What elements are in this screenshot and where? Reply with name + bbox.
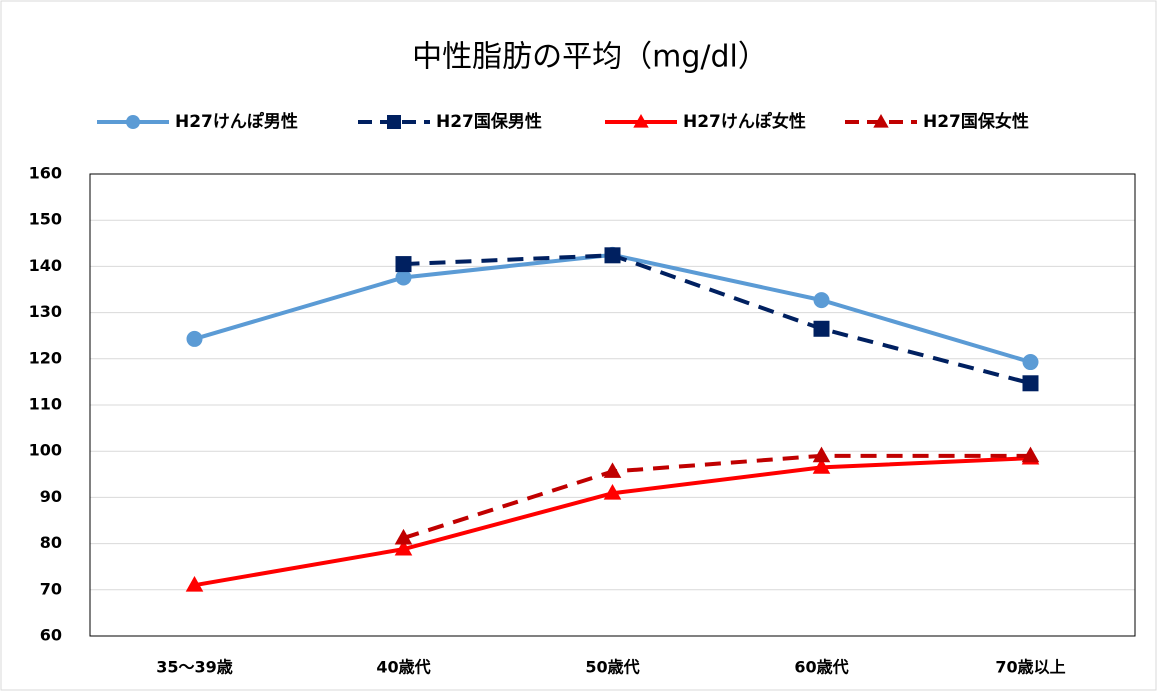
y-tick-label: 80 [40, 533, 62, 552]
legend-label: H27国保男性 [436, 111, 542, 132]
point [813, 292, 830, 309]
legend-marker [633, 113, 649, 128]
point [604, 247, 621, 264]
point [603, 484, 622, 500]
point [1022, 375, 1039, 392]
y-tick-label: 130 [29, 302, 62, 321]
point [185, 575, 204, 592]
series-line [403, 253, 1032, 386]
x-tick-label: 60歳代 [794, 658, 848, 677]
x-tick-label: 35〜39歳 [156, 658, 233, 677]
point [812, 446, 831, 463]
x-tick-label: 40歳代 [376, 658, 430, 677]
point [395, 256, 412, 273]
point [813, 320, 830, 337]
y-tick-label: 100 [29, 441, 62, 460]
point [394, 528, 413, 545]
point [395, 269, 412, 286]
y-tick-label: 110 [29, 395, 62, 414]
legend-label: H27国保女性 [923, 111, 1029, 132]
legend-label: H27けんぽ男性 [175, 111, 298, 132]
y-tick-label: 90 [40, 487, 62, 506]
legend-marker [387, 115, 401, 129]
point [812, 458, 831, 474]
plot-border [89, 173, 1136, 637]
y-tick-label: 160 [29, 164, 62, 183]
point [186, 330, 203, 347]
point [394, 539, 413, 556]
x-tick-label: 50歳代 [585, 658, 639, 677]
y-tick-label: 70 [40, 579, 62, 598]
point [603, 462, 622, 478]
legend-marker [873, 113, 889, 128]
y-tick-label: 150 [29, 210, 62, 229]
y-tick-label: 140 [29, 256, 62, 275]
y-tick-label: 120 [29, 348, 62, 367]
series-line [402, 453, 1031, 540]
y-tick-label: 60 [40, 626, 62, 645]
chart-title: 中性脂肪の平均（mg/dl） [412, 40, 768, 75]
x-tick-label: 70歳以上 [995, 658, 1065, 677]
point [1022, 354, 1039, 371]
point [1021, 446, 1040, 463]
legend-label: H27けんぽ女性 [683, 111, 806, 132]
legend-marker [126, 115, 140, 129]
